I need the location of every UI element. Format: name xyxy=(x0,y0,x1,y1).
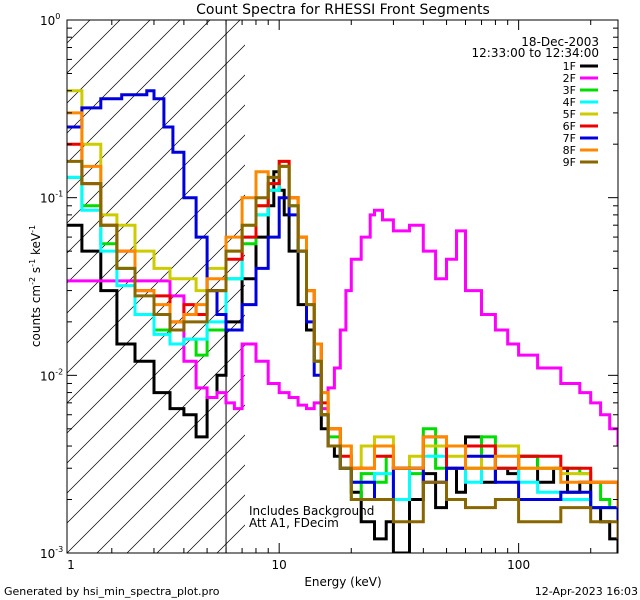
hatch-line xyxy=(0,20,30,553)
hatch-line xyxy=(67,20,241,194)
x-tick-label: 100 xyxy=(507,558,530,572)
hatch-line xyxy=(67,104,245,284)
legend-label-4F: 4F xyxy=(563,96,576,109)
hatch-line xyxy=(67,20,211,164)
legend-label-3F: 3F xyxy=(563,84,576,97)
hatch-line xyxy=(67,314,245,494)
hatch-line xyxy=(607,20,640,553)
footer-timestamp: 12-Apr-2023 16:03 xyxy=(535,585,638,598)
legend-label-1F: 1F xyxy=(563,60,576,73)
legend-time-range: 12:33:00 to 12:34:00 xyxy=(472,46,599,60)
chart-title: Count Spectra for RHESSI Front Segments xyxy=(196,2,490,18)
hatch-line xyxy=(67,44,245,224)
x-tick-label: 10 xyxy=(272,558,287,572)
series-line-1F xyxy=(67,170,618,553)
hatch-line xyxy=(67,374,245,553)
y-tick-label: 100 xyxy=(40,12,60,28)
hatch-line xyxy=(67,20,91,44)
legend-label-6F: 6F xyxy=(563,120,576,133)
hatch-line xyxy=(67,344,245,524)
annotation-background: Includes Background xyxy=(249,504,374,518)
legend-date: 18-Dec-2003 xyxy=(521,35,599,49)
legend-label-9F: 9F xyxy=(563,156,576,169)
y-tick-label: 10-1 xyxy=(40,190,63,206)
legend-label-8F: 8F xyxy=(563,144,576,157)
hatch-line xyxy=(457,20,640,553)
x-axis-label: Energy (keV) xyxy=(304,575,381,589)
hatched-background-region xyxy=(0,20,640,553)
hatch-line xyxy=(67,134,245,314)
hatch-line xyxy=(367,20,640,553)
y-tick-label: 10-2 xyxy=(40,367,63,383)
hatch-line xyxy=(67,254,245,434)
hatch-line xyxy=(67,74,245,254)
hatch-line xyxy=(427,20,640,553)
legend-label-5F: 5F xyxy=(563,108,576,121)
legend-label-7F: 7F xyxy=(563,132,576,145)
hatch-line xyxy=(96,404,245,553)
hatch-line xyxy=(126,434,245,553)
series-line-8F xyxy=(67,111,618,508)
footer-generated-by: Generated by hsi_min_spectra_plot.pro xyxy=(4,585,220,598)
series-line-9F xyxy=(67,159,618,539)
legend-label-2F: 2F xyxy=(563,72,576,85)
x-tick-label: 1 xyxy=(67,558,75,572)
series-line-2F xyxy=(67,208,618,446)
hatch-line xyxy=(67,224,245,404)
y-tick-label: 10-3 xyxy=(40,545,63,561)
plot-frame xyxy=(66,19,619,554)
annotation-attenuator: Att A1, FDecim xyxy=(249,516,339,530)
y-axis-label: counts cm-2 s-1 keV-1 xyxy=(28,225,43,347)
hatch-line xyxy=(67,194,245,374)
